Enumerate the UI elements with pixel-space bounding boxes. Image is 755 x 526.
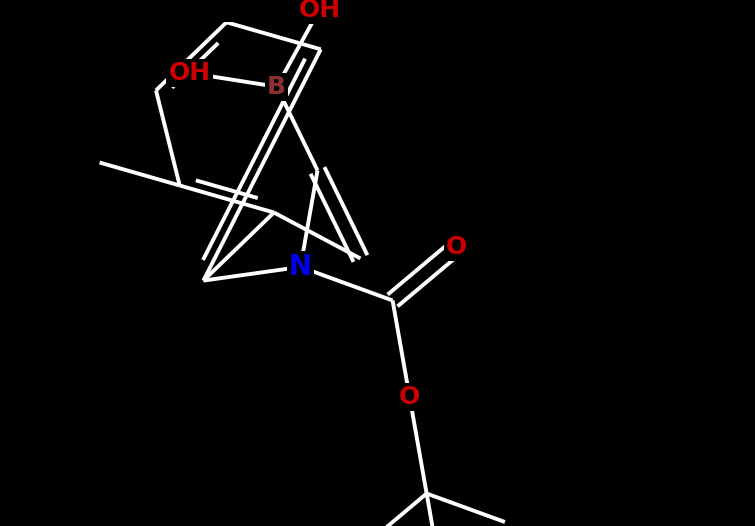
Text: OH: OH (168, 61, 211, 85)
Text: O: O (445, 235, 467, 259)
Text: B: B (267, 75, 286, 99)
Text: OH: OH (298, 0, 341, 22)
Text: N: N (289, 253, 312, 281)
Text: O: O (399, 385, 421, 409)
